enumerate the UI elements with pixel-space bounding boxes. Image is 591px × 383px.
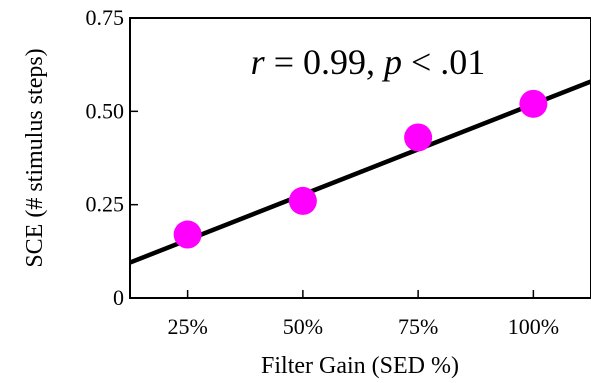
regression-line-group [129, 79, 591, 265]
plot-frame [129, 17, 591, 299]
r-symbol: r [251, 42, 266, 82]
y-axis-title: SCE (# stimulus steps) [22, 48, 48, 267]
data-point [519, 89, 548, 118]
y-tick-label: 0.50 [86, 98, 125, 123]
x-tick-label: 75% [398, 314, 438, 339]
x-tick-label: 100% [508, 314, 559, 339]
x-tick-label: 25% [167, 314, 207, 339]
data-points [173, 89, 548, 249]
y-axis-ticks: 0 0.25 0.50 0.75 [86, 5, 138, 310]
data-point [404, 123, 433, 152]
p-symbol: p [381, 42, 402, 82]
y-tick-label: 0.25 [86, 192, 125, 217]
x-axis-ticks: 25% 50% 75% 100% [167, 290, 559, 339]
data-point [173, 220, 202, 249]
r-value: = 0.99, [265, 42, 384, 82]
data-point [288, 186, 317, 215]
x-tick-label: 50% [283, 314, 323, 339]
y-tick-label: 0.75 [86, 5, 125, 30]
y-tick-label: 0 [113, 285, 124, 310]
p-value: < .01 [402, 42, 485, 82]
x-axis-title: Filter Gain (SED %) [261, 353, 459, 379]
correlation-annotation: r = 0.99, p < .01 [251, 42, 486, 82]
regression-line [129, 79, 591, 265]
